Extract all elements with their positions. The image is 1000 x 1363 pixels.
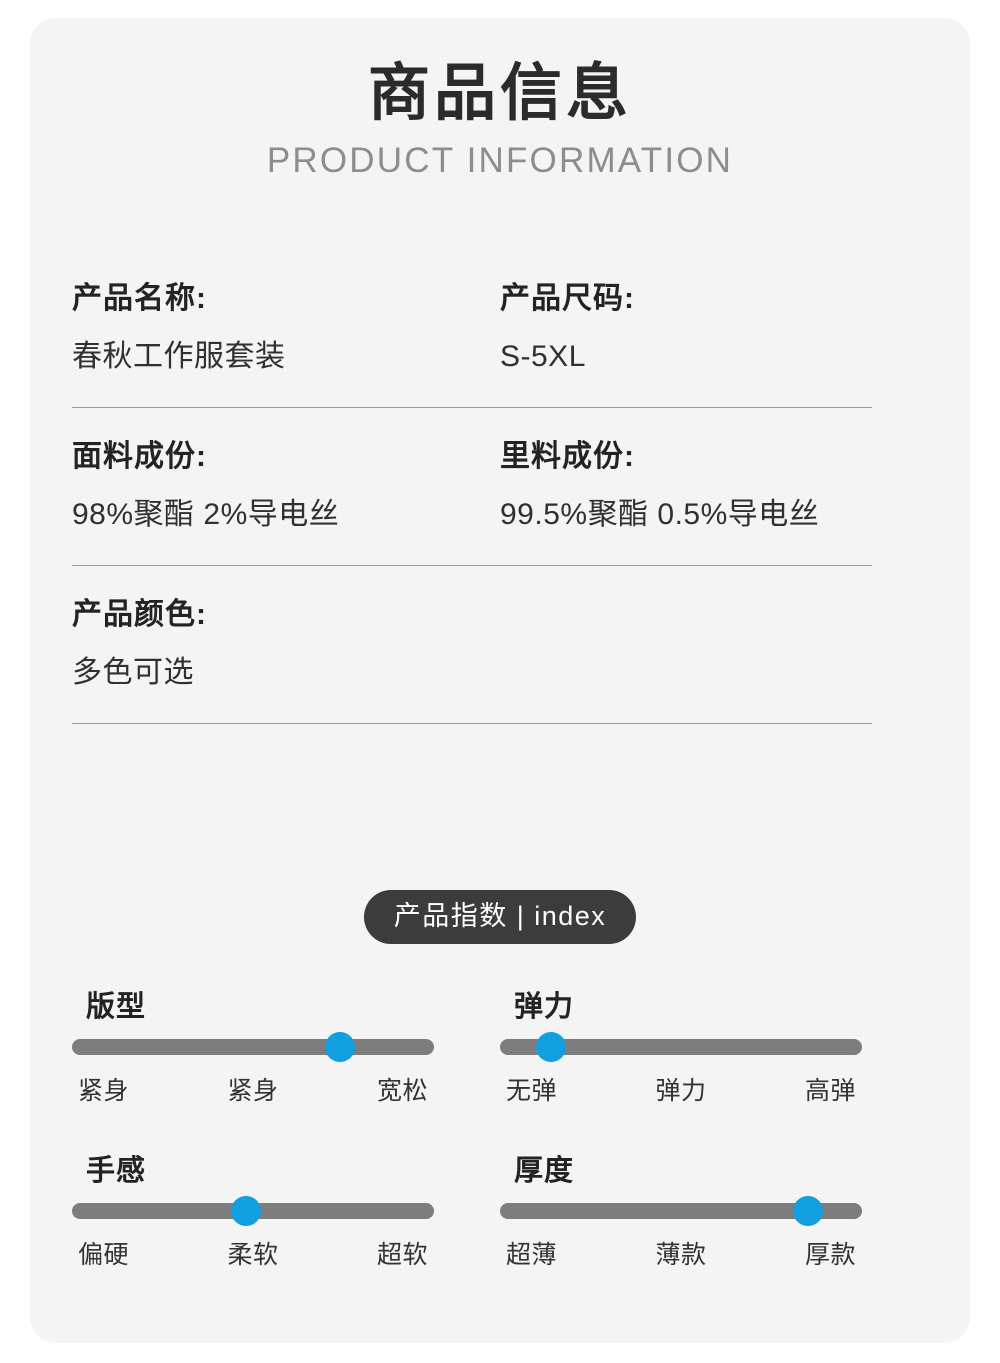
slider-title: 手感 <box>86 1155 147 1187</box>
slider-tick-labels: 无弹 弹力 高弹 <box>500 1071 862 1107</box>
slider-knob[interactable] <box>324 1032 355 1062</box>
slider-tick-label: 偏硬 <box>78 1241 130 1269</box>
product-index-badge: 产品指数 | index <box>363 890 637 945</box>
slider-tick-label: 紧身 <box>227 1077 279 1105</box>
slider-tick-label: 无弹 <box>506 1077 558 1105</box>
spec-row: 面料成份: 98%聚酯 2%导电丝 里料成份: 99.5%聚酯 0.5%导电丝 <box>72 438 928 533</box>
slider-tick-label: 高弹 <box>804 1077 856 1105</box>
page-subtitle: PRODUCT INFORMATION <box>266 141 734 181</box>
slider-tick-labels: 偏硬 柔软 超软 <box>72 1235 434 1271</box>
slider-knob[interactable] <box>535 1032 566 1062</box>
spec-label: 里料成份: <box>500 440 635 473</box>
slider-handfeel: 手感 偏硬 柔软 超软 <box>72 1147 500 1271</box>
product-index-badge-wrap: 产品指数 | index <box>30 890 970 945</box>
spec-item-product-name: 产品名称: 春秋工作服套装 <box>72 280 500 375</box>
spec-item-shell-fabric: 面料成份: 98%聚酯 2%导电丝 <box>72 438 500 533</box>
slider-tick-label: 宽松 <box>376 1077 428 1105</box>
slider-tick-label: 薄款 <box>655 1241 707 1269</box>
slider-elasticity: 弹力 无弹 弹力 高弹 <box>500 983 928 1107</box>
spec-item-product-color: 产品颜色: 多色可选 <box>72 596 500 691</box>
spec-value: 98%聚酯 2%导电丝 <box>72 497 340 531</box>
slider-tick-label: 柔软 <box>227 1241 279 1269</box>
slider-track[interactable] <box>72 1032 434 1062</box>
slider-title: 版型 <box>86 991 147 1023</box>
slider-tick-label: 超薄 <box>506 1241 558 1269</box>
page-title: 商品信息 <box>367 59 632 128</box>
slider-tick-label: 厚款 <box>804 1241 856 1269</box>
slider-tick-labels: 超薄 薄款 厚款 <box>500 1235 862 1271</box>
spec-item-lining-fabric: 里料成份: 99.5%聚酯 0.5%导电丝 <box>500 438 928 533</box>
slider-tick-label: 弹力 <box>655 1077 707 1105</box>
section-divider <box>72 407 872 408</box>
spec-label: 面料成份: <box>72 440 207 473</box>
spec-label: 产品名称: <box>72 282 207 315</box>
product-info-card: 商品信息 PRODUCT INFORMATION 产品名称: 春秋工作服套装 产… <box>30 18 970 1343</box>
page-header: 商品信息 PRODUCT INFORMATION <box>30 18 970 181</box>
slider-track[interactable] <box>500 1032 862 1062</box>
spec-row: 产品名称: 春秋工作服套装 产品尺码: S-5XL <box>72 280 928 375</box>
slider-title: 厚度 <box>514 1155 575 1187</box>
slider-tick-label: 紧身 <box>78 1077 130 1105</box>
slider-knob[interactable] <box>230 1196 261 1226</box>
section-divider <box>72 565 872 566</box>
section-divider <box>72 723 872 724</box>
spec-value: 99.5%聚酯 0.5%导电丝 <box>500 497 820 531</box>
slider-title: 弹力 <box>514 991 575 1023</box>
spec-label: 产品尺码: <box>500 282 635 315</box>
spec-item-product-size: 产品尺码: S-5XL <box>500 280 928 375</box>
slider-knob[interactable] <box>792 1196 823 1226</box>
spec-value: 多色可选 <box>72 655 194 689</box>
slider-tick-label: 超软 <box>376 1241 428 1269</box>
slider-fit: 版型 紧身 紧身 宽松 <box>72 983 500 1107</box>
slider-thickness: 厚度 超薄 薄款 厚款 <box>500 1147 928 1271</box>
spec-value: S-5XL <box>500 339 586 373</box>
spec-value: 春秋工作服套装 <box>72 339 286 373</box>
product-index-sliders: 版型 紧身 紧身 宽松 弹力 无弹 弹力 高弹 <box>72 983 928 1311</box>
slider-tick-labels: 紧身 紧身 宽松 <box>72 1071 434 1107</box>
spec-label: 产品颜色: <box>72 598 207 631</box>
slider-track[interactable] <box>72 1196 434 1226</box>
spec-item-empty <box>500 596 928 691</box>
spec-list: 产品名称: 春秋工作服套装 产品尺码: S-5XL 面料成份: 98%聚酯 2%… <box>72 280 928 754</box>
spec-row: 产品颜色: 多色可选 <box>72 596 928 691</box>
slider-track[interactable] <box>500 1196 862 1226</box>
